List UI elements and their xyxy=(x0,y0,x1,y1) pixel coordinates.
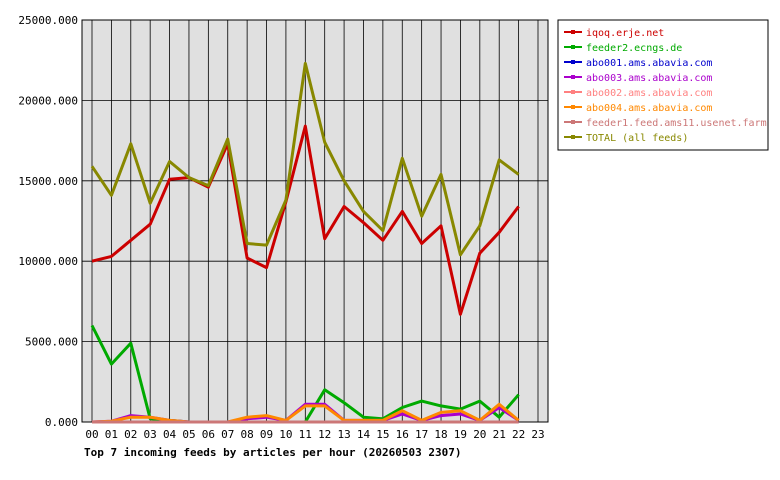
series-line xyxy=(90,61,520,257)
legend-entry: abo003.ams.abavia.com xyxy=(586,73,712,84)
x-tick-label: 06 xyxy=(202,428,215,441)
legend-entry: abo002.ams.abavia.com xyxy=(586,88,712,99)
x-tick-label: 07 xyxy=(221,428,234,441)
series-lines xyxy=(90,61,520,424)
series-line xyxy=(91,124,520,316)
x-tick-label: 09 xyxy=(260,428,273,441)
x-axis-ticks: 00 01 02 03 04 05 06 07 08 09 10 11 12 13 14 15 16 17 18 19… xyxy=(85,428,544,441)
x-tick-label: 20 xyxy=(473,428,486,441)
legend-entry: abo001.ams.abavia.com xyxy=(586,58,712,69)
series-line xyxy=(91,402,520,424)
legend: iqoq.erje.net feeder2.ecngs.de abo001.ams.… xyxy=(557,19,769,151)
legend-marker xyxy=(571,120,575,124)
legend-marker xyxy=(571,105,575,109)
x-tick-label: 02 xyxy=(124,428,137,441)
y-tick-label: 5000.000 xyxy=(25,336,78,349)
legend-entry: feeder2.ecngs.de xyxy=(586,43,682,54)
x-tick-label: 01 xyxy=(105,428,118,441)
x-tick-label: 12 xyxy=(318,428,331,441)
legend-marker xyxy=(571,60,575,64)
x-tick-label: 03 xyxy=(144,428,157,441)
y-tick-label: 15000.000 xyxy=(18,175,78,188)
legend-marker xyxy=(571,30,575,34)
x-tick-label: 04 xyxy=(163,428,177,441)
grid-lines xyxy=(82,19,548,423)
legend-entry: feeder1.feed.ams11.usenet.farm xyxy=(586,118,767,129)
y-tick-label: 25000.000 xyxy=(18,14,78,27)
x-tick-label: 17 xyxy=(415,428,428,441)
legend-marker xyxy=(571,135,575,139)
x-tick-label: 11 xyxy=(299,428,312,441)
chart-title: Top 7 incoming feeds by articles per hou… xyxy=(84,446,462,459)
x-tick-label: 15 xyxy=(376,428,389,441)
legend-box xyxy=(557,19,769,151)
x-tick-label: 22 xyxy=(512,428,525,441)
legend-entry: iqoq.erje.net xyxy=(586,28,664,39)
x-tick-label: 16 xyxy=(396,428,409,441)
legend-marker xyxy=(571,45,575,49)
x-tick-label: 00 xyxy=(85,428,98,441)
y-tick-label: 0.000 xyxy=(45,416,78,429)
legend-entry: abo004.ams.abavia.com xyxy=(586,103,712,114)
legend-marker xyxy=(571,90,575,94)
y-axis-ticks: 25000.000 20000.000 15000.000 10000.000 5000… xyxy=(18,14,78,429)
x-tick-label: 13 xyxy=(337,428,350,441)
x-tick-label: 10 xyxy=(279,428,292,441)
y-tick-label: 20000.000 xyxy=(18,94,78,107)
legend-marker xyxy=(571,75,575,79)
x-tick-label: 23 xyxy=(531,428,544,441)
legend-entry: TOTAL (all feeds) xyxy=(586,133,688,144)
x-tick-label: 18 xyxy=(434,428,447,441)
y-tick-label: 10000.000 xyxy=(18,255,78,268)
x-tick-label: 21 xyxy=(493,428,506,441)
x-tick-label: 05 xyxy=(182,428,195,441)
x-tick-label: 14 xyxy=(357,428,371,441)
x-tick-label: 08 xyxy=(241,428,254,441)
plot-area xyxy=(81,19,549,423)
x-tick-label: 19 xyxy=(454,428,467,441)
